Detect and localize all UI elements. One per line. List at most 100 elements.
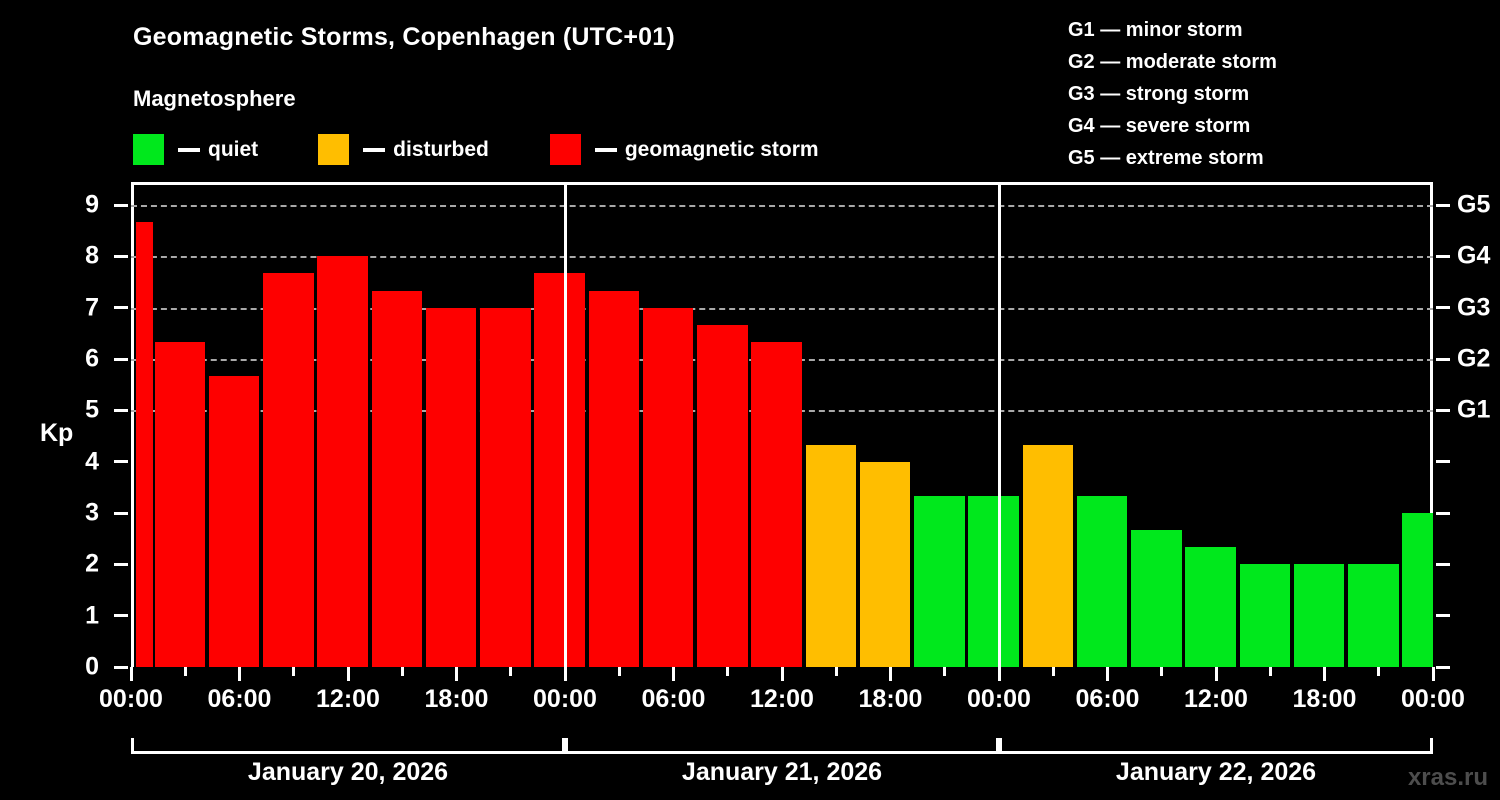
x-tick-label: 00:00: [1401, 685, 1465, 713]
day-label: January 20, 2026: [247, 758, 449, 786]
legend-dash-icon: [178, 147, 200, 152]
day-bracket: [565, 738, 999, 754]
g-axis-tick: [1436, 614, 1450, 618]
bar[interactable]: [697, 324, 748, 667]
y-tick: [114, 460, 128, 464]
bar[interactable]: [1076, 496, 1128, 667]
x-tick-label: 12:00: [1184, 685, 1248, 713]
y-tick-label: 4: [85, 447, 99, 476]
x-minor-tick: [1051, 667, 1055, 676]
bar[interactable]: [1348, 564, 1399, 667]
x-minor-tick: [943, 667, 947, 676]
x-tick: [563, 667, 567, 681]
legend-swatch-quiet: [133, 134, 164, 165]
y-tick: [114, 254, 128, 258]
watermark: xras.ru: [1407, 764, 1488, 791]
y-tick-label: 0: [85, 652, 99, 681]
legend-dash-icon: [363, 147, 386, 152]
plot-frame: [131, 182, 1433, 667]
g-axis-label-g3: G3: [1457, 293, 1491, 322]
g-axis-tick: [1436, 306, 1450, 310]
x-tick: [129, 667, 133, 681]
bar[interactable]: [263, 273, 314, 667]
bar[interactable]: [136, 222, 153, 667]
legend-swatch-storm: [549, 134, 581, 165]
g-axis-label-g4: G4: [1457, 241, 1491, 270]
x-minor-tick: [834, 667, 838, 676]
bar[interactable]: [588, 290, 640, 667]
bar[interactable]: [805, 444, 857, 667]
g-axis-tick: [1436, 357, 1450, 361]
g-axis-tick: [1436, 408, 1450, 412]
legend-item-storm: geomagnetic storm: [549, 134, 819, 165]
g-scale-row-g4: G4 — severe storm: [1068, 115, 1251, 137]
day-bracket: [999, 738, 1433, 754]
g-scale-row-g1: G1 — minor storm: [1068, 19, 1243, 41]
day-label: January 22, 2026: [1115, 758, 1317, 786]
x-tick: [238, 667, 241, 681]
x-tick-label: 06:00: [207, 685, 272, 713]
g-axis-tick: [1436, 665, 1450, 669]
legend-label-disturbed: disturbed: [393, 137, 489, 161]
bar[interactable]: [1293, 564, 1345, 667]
day-label: January 21, 2026: [681, 758, 883, 786]
day-bracket: [131, 738, 565, 754]
bar[interactable]: [642, 307, 694, 667]
bar[interactable]: [1022, 444, 1074, 667]
g-axis-label-g2: G2: [1457, 344, 1491, 373]
y-tick: [114, 306, 128, 310]
bar[interactable]: [425, 307, 477, 667]
x-tick: [1323, 667, 1326, 681]
magnetosphere-label: Magnetosphere: [133, 86, 296, 111]
g-scale-legend: G1 — minor storm G2 — moderate storm G3 — …: [1068, 14, 1488, 174]
x-tick-label: 06:00: [1075, 685, 1140, 713]
y-tick-label: 5: [85, 395, 99, 424]
page-title: Geomagnetic Storms, Copenhagen (UTC+01): [133, 23, 675, 51]
y-axis-label: Kp: [40, 419, 74, 447]
x-minor-tick: [400, 667, 404, 676]
legend-item-disturbed: disturbed: [318, 134, 489, 165]
x-minor-tick: [183, 667, 187, 676]
g-scale-row-g2: G2 — moderate storm: [1068, 51, 1277, 73]
bar[interactable]: [480, 307, 531, 667]
x-minor-tick: [617, 667, 621, 676]
legend-label-storm: geomagnetic storm: [624, 137, 819, 161]
gridline-kp-8: [131, 256, 1433, 259]
bar[interactable]: [317, 256, 368, 667]
day-separator: [997, 182, 1001, 667]
x-minor-tick: [292, 667, 296, 676]
y-tick-label: 8: [85, 241, 99, 270]
x-tick: [1106, 667, 1109, 681]
x-tick: [889, 667, 892, 681]
legend-dash-icon: [594, 147, 617, 152]
bar[interactable]: [914, 496, 965, 667]
g-axis-label-g5: G5: [1457, 190, 1491, 219]
bar[interactable]: [1402, 513, 1433, 667]
bar[interactable]: [859, 461, 911, 667]
y-tick: [114, 357, 128, 361]
g-scale-row-g3: G3 — strong storm: [1068, 83, 1250, 105]
x-tick-label: 00:00: [533, 685, 597, 713]
y-tick-label: 7: [85, 293, 99, 322]
y-tick: [114, 614, 128, 618]
bar[interactable]: [208, 376, 260, 667]
y-tick: [114, 203, 128, 207]
bar[interactable]: [1131, 529, 1182, 667]
bar[interactable]: [751, 342, 802, 667]
bar[interactable]: [371, 290, 423, 667]
bar[interactable]: [534, 273, 585, 667]
y-tick-label: 2: [85, 549, 99, 578]
x-tick: [455, 667, 458, 681]
g-axis-tick: [1436, 562, 1450, 566]
y-tick: [114, 408, 128, 412]
bar[interactable]: [968, 496, 1019, 667]
bar[interactable]: [1239, 564, 1291, 667]
y-tick: [114, 562, 128, 566]
x-tick: [672, 667, 675, 681]
bar[interactable]: [155, 342, 206, 667]
gridline-kp-9: [131, 205, 1433, 208]
x-tick-label: 18:00: [858, 685, 923, 713]
bar[interactable]: [1185, 547, 1236, 667]
legend-item-quiet: quiet: [133, 134, 258, 165]
x-tick-label: 12:00: [750, 685, 814, 713]
